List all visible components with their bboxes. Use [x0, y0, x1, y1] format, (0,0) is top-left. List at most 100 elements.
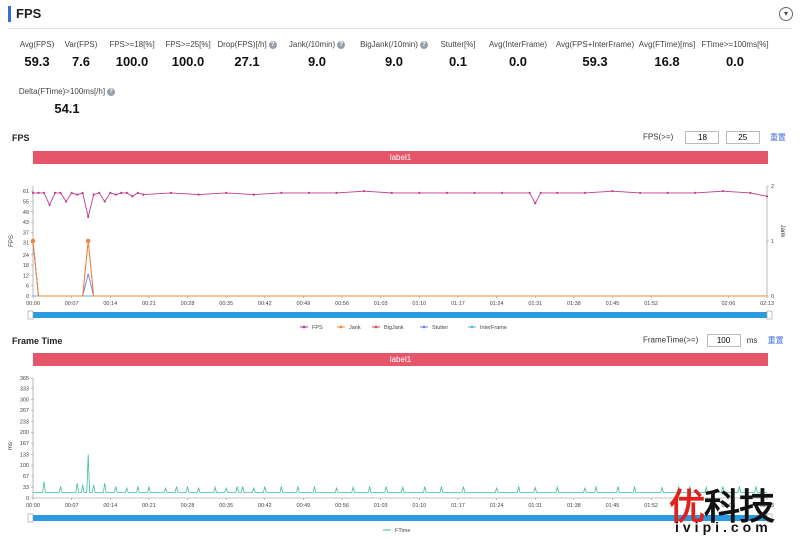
- fps-point: [335, 191, 338, 194]
- zoom-slider-track[interactable]: [29, 515, 771, 521]
- fps-point: [390, 191, 393, 194]
- legend-item: Stutter: [432, 325, 448, 331]
- x-tick-label: 01:17: [451, 301, 465, 307]
- y-tick-label: 100: [20, 463, 29, 469]
- stat-item: BigJank(/10min)? 9.0: [334, 40, 454, 69]
- y2-tick-label: 0: [771, 294, 774, 300]
- x-tick-label: 00:56: [335, 301, 349, 307]
- x-tick-label: 01:52: [644, 503, 658, 509]
- fps-point: [307, 191, 311, 194]
- fps-point: [418, 191, 421, 194]
- stat-value: 59.3: [582, 54, 608, 69]
- header-divider: [8, 28, 792, 29]
- legend-swatch-dot: [422, 325, 426, 329]
- zoom-slider-left-handle[interactable]: [27, 310, 34, 320]
- stat-value: 59.3: [24, 54, 50, 69]
- x-tick-label: 00:49: [297, 503, 311, 509]
- jank-point: [30, 238, 36, 244]
- fps-point: [694, 191, 697, 194]
- legend-item: FPS: [312, 325, 323, 331]
- zoom-slider-left-handle[interactable]: [27, 513, 34, 523]
- x-tick-label: 01:10: [412, 503, 426, 509]
- stat-item: Var(FPS) 7.6: [21, 40, 141, 69]
- fps-threshold-1-input[interactable]: [685, 131, 720, 144]
- fps-reset-link[interactable]: 重置: [769, 132, 786, 142]
- x-tick-label: 01:38: [567, 503, 581, 509]
- stat-label: FTime>=100ms[%]: [701, 40, 769, 49]
- fps-point: [37, 191, 40, 194]
- x-tick-label: 01:52: [644, 301, 658, 307]
- fps-point: [65, 200, 68, 203]
- x-tick-label: 00:35: [219, 503, 233, 509]
- fps-point: [92, 193, 95, 196]
- watermark-cn-rest: 科技: [704, 486, 775, 527]
- y-tick-label: 37: [23, 230, 29, 236]
- y-axis-label: ms: [8, 442, 14, 450]
- x-tick-label: 00:42: [258, 301, 272, 307]
- legend-item: BigJank: [384, 325, 404, 331]
- legend-swatch-dot: [302, 325, 306, 329]
- fps-point: [109, 191, 112, 194]
- y-tick-label: 43: [23, 220, 29, 226]
- x-tick-label: 00:07: [65, 503, 79, 509]
- stat-value: 16.8: [654, 54, 680, 69]
- stat-item: Jank(/10min)? 9.0: [257, 40, 377, 69]
- stat-value: 0.1: [448, 54, 468, 69]
- fps-point: [98, 191, 101, 194]
- stat-label: FPS>=18[%]: [109, 40, 155, 49]
- x-tick-label: 02:13: [760, 503, 774, 509]
- help-icon[interactable]: ?: [107, 87, 116, 96]
- fps-point: [611, 190, 614, 193]
- zoom-slider-right-handle[interactable]: [766, 310, 773, 320]
- help-icon[interactable]: ?: [268, 40, 277, 49]
- x-tick-label: 02:13: [760, 301, 774, 307]
- section-header: FPS ▾: [0, 0, 800, 28]
- fps-point: [638, 191, 642, 194]
- stat-label-row: Jank(/10min)?: [257, 40, 377, 49]
- stat-value: 0.0: [725, 54, 745, 69]
- jank-point: [85, 238, 91, 244]
- help-icon[interactable]: ?: [419, 40, 428, 49]
- legend-swatch-dot: [339, 325, 343, 329]
- frametime-threshold-input[interactable]: [706, 334, 741, 347]
- series-line-ftime: [33, 454, 767, 493]
- stat-label: BigJank(/10min): [360, 40, 418, 49]
- x-tick-label: 00:49: [297, 301, 311, 307]
- x-tick-label: 00:28: [181, 503, 195, 509]
- zoom-slider-track[interactable]: [29, 312, 771, 318]
- y-tick-label: 24: [23, 253, 29, 259]
- y-tick-label: 6: [26, 284, 29, 290]
- chevron-down-icon[interactable]: ▾: [779, 7, 793, 21]
- y-tick-label: 233: [20, 419, 29, 425]
- stat-value: 9.0: [384, 54, 404, 69]
- frametime-label-band: label1: [33, 353, 768, 366]
- fps-point: [197, 193, 200, 196]
- stat-label-row: Delta(FTime)>100ms[/h]?: [7, 87, 127, 96]
- fps-threshold-2-input[interactable]: [725, 131, 760, 144]
- help-icon[interactable]: ?: [337, 40, 346, 49]
- x-tick-label: 00:42: [258, 503, 272, 509]
- stat-item: Avg(FPS) 59.3: [0, 40, 97, 69]
- y-tick-label: 0: [26, 496, 29, 502]
- fps-point: [48, 203, 51, 207]
- fps-point: [59, 191, 62, 194]
- y-tick-label: 12: [23, 273, 29, 279]
- frametime-reset-link[interactable]: 重置: [767, 335, 784, 345]
- fps-point: [114, 193, 117, 196]
- stat-label: Var(FPS): [64, 40, 98, 49]
- x-tick-label: 00:35: [219, 301, 233, 307]
- y-axis-label: FPS: [9, 235, 15, 247]
- watermark-en: ivipi.com: [675, 519, 772, 535]
- fps-point: [583, 191, 586, 194]
- x-tick-label: 00:28: [181, 301, 195, 307]
- fps-point: [53, 191, 57, 194]
- fps-chart-title: FPS: [12, 133, 30, 143]
- stat-item: Avg(InterFrame) 0.0: [458, 40, 578, 69]
- y-tick-label: 133: [20, 452, 29, 458]
- zoom-slider-right-handle[interactable]: [766, 513, 773, 523]
- fps-point: [81, 191, 84, 194]
- stat-item: Drop(FPS)[/h]? 27.1: [187, 40, 307, 69]
- stat-label: Jank(/10min): [288, 40, 336, 49]
- x-tick-label: 02:06: [721, 503, 735, 509]
